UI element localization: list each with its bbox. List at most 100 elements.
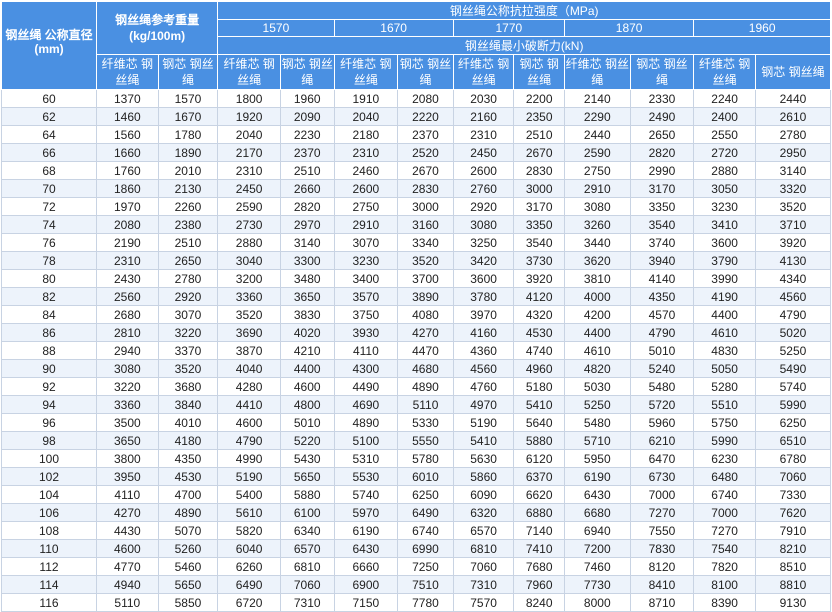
value-cell: 7830 <box>629 539 695 558</box>
value-cell: 2330 <box>629 89 695 108</box>
value-cell: 2950 <box>754 143 832 162</box>
value-cell: 2040 <box>217 125 281 144</box>
value-cell: 3700 <box>397 269 454 288</box>
value-cell: 6090 <box>452 485 515 504</box>
value-cell: 4960 <box>513 359 565 378</box>
value-cell: 6620 <box>513 485 565 504</box>
diameter-cell: 108 <box>1 521 97 540</box>
value-cell: 4690 <box>333 395 399 414</box>
value-cell: 3570 <box>333 287 399 306</box>
diameter-cell: 86 <box>1 323 97 342</box>
value-cell: 4530 <box>157 467 219 486</box>
value-cell: 4400 <box>279 359 335 378</box>
value-cell: 4160 <box>452 323 515 342</box>
value-cell: 1660 <box>96 143 159 162</box>
value-cell: 2680 <box>96 305 159 324</box>
value-cell: 3740 <box>629 233 695 252</box>
grade-header: 1670 <box>333 19 454 37</box>
value-cell: 3690 <box>217 323 281 342</box>
value-cell: 6190 <box>333 521 399 540</box>
value-cell: 5070 <box>157 521 219 540</box>
table-row: 106 4270 4890 5610 6100 5970 6490 6320 6880 6680 7… <box>1 503 832 522</box>
value-cell: 2190 <box>96 233 159 252</box>
value-cell: 3070 <box>157 305 219 324</box>
table-body: 60 1370 1570 1800 1960 1910 2080 2030 2200 2140 23… <box>1 89 832 612</box>
value-cell: 2200 <box>513 89 565 108</box>
value-cell: 4400 <box>693 305 756 324</box>
value-cell: 6100 <box>279 503 335 522</box>
table-row: 74 2080 2380 2730 2970 2910 3160 3080 3350 3260 35… <box>1 215 832 234</box>
value-cell: 2920 <box>157 287 219 306</box>
table-row: 104 4110 4700 5400 5880 5740 6250 6090 6620 6430 7… <box>1 485 832 504</box>
value-cell: 5020 <box>754 323 832 342</box>
diameter-cell: 114 <box>1 575 97 594</box>
value-cell: 5880 <box>279 485 335 504</box>
diameter-cell: 110 <box>1 539 97 558</box>
diameter-cell: 102 <box>1 467 97 486</box>
value-cell: 2520 <box>397 143 454 162</box>
value-cell: 3230 <box>333 251 399 270</box>
value-cell: 4120 <box>513 287 565 306</box>
value-cell: 2140 <box>563 89 631 108</box>
value-cell: 2440 <box>754 89 832 108</box>
value-cell: 2310 <box>96 251 159 270</box>
value-cell: 2510 <box>157 233 219 252</box>
subheader-fiber-core: 纤维芯 钢丝绳 <box>452 54 515 90</box>
value-cell: 2560 <box>96 287 159 306</box>
value-cell: 5650 <box>279 467 335 486</box>
value-cell: 7250 <box>397 557 454 576</box>
value-cell: 3160 <box>397 215 454 234</box>
table-row: 78 2310 2650 3040 3300 3230 3520 3420 3730 3620 39… <box>1 251 832 270</box>
diameter-cell: 88 <box>1 341 97 360</box>
value-cell: 5250 <box>754 341 832 360</box>
value-cell: 8210 <box>754 539 832 558</box>
diameter-cell: 62 <box>1 107 97 126</box>
value-cell: 4210 <box>279 341 335 360</box>
value-cell: 5250 <box>563 395 631 414</box>
value-cell: 6490 <box>217 575 281 594</box>
subheader-fiber-core: 纤维芯 钢丝绳 <box>217 54 281 90</box>
value-cell: 4800 <box>279 395 335 414</box>
value-cell: 3930 <box>333 323 399 342</box>
value-cell: 5400 <box>217 485 281 504</box>
value-cell: 2940 <box>96 341 159 360</box>
table-row: 90 3080 3520 4040 4400 4300 4680 4560 4960 4820 52… <box>1 359 832 378</box>
value-cell: 5710 <box>563 431 631 450</box>
grade-header: 1770 <box>452 19 565 37</box>
value-cell: 2230 <box>279 125 335 144</box>
value-cell: 5240 <box>629 359 695 378</box>
value-cell: 3260 <box>563 215 631 234</box>
value-cell: 5100 <box>333 431 399 450</box>
value-cell: 3870 <box>217 341 281 360</box>
value-cell: 3830 <box>279 305 335 324</box>
subheader-steel-core: 钢芯 钢丝绳 <box>754 54 832 90</box>
value-cell: 2600 <box>333 179 399 198</box>
table-row: 64 1560 1780 2040 2230 2180 2370 2310 2510 2440 26… <box>1 125 832 144</box>
value-cell: 3540 <box>629 215 695 234</box>
value-cell: 3140 <box>279 233 335 252</box>
value-cell: 4760 <box>452 377 515 396</box>
value-cell: 2600 <box>452 161 515 180</box>
diameter-cell: 74 <box>1 215 97 234</box>
value-cell: 2080 <box>397 89 454 108</box>
value-cell: 4970 <box>452 395 515 414</box>
value-cell: 5850 <box>157 593 219 612</box>
table-row: 86 2810 3220 3690 4020 3930 4270 4160 4530 4400 47… <box>1 323 832 342</box>
value-cell: 3040 <box>217 251 281 270</box>
value-cell: 2220 <box>397 107 454 126</box>
value-cell: 3920 <box>754 233 832 252</box>
table-row: 82 2560 2920 3360 3650 3570 3890 3780 4120 4000 43… <box>1 287 832 306</box>
value-cell: 6490 <box>397 503 454 522</box>
value-cell: 4400 <box>563 323 631 342</box>
value-cell: 5740 <box>333 485 399 504</box>
value-cell: 3540 <box>513 233 565 252</box>
value-cell: 3000 <box>397 197 454 216</box>
value-cell: 1370 <box>96 89 159 108</box>
value-cell: 3520 <box>157 359 219 378</box>
value-cell: 5990 <box>693 431 756 450</box>
value-cell: 4790 <box>217 431 281 450</box>
value-cell: 4830 <box>693 341 756 360</box>
value-cell: 3200 <box>217 269 281 288</box>
value-cell: 1970 <box>96 197 159 216</box>
value-cell: 2650 <box>157 251 219 270</box>
